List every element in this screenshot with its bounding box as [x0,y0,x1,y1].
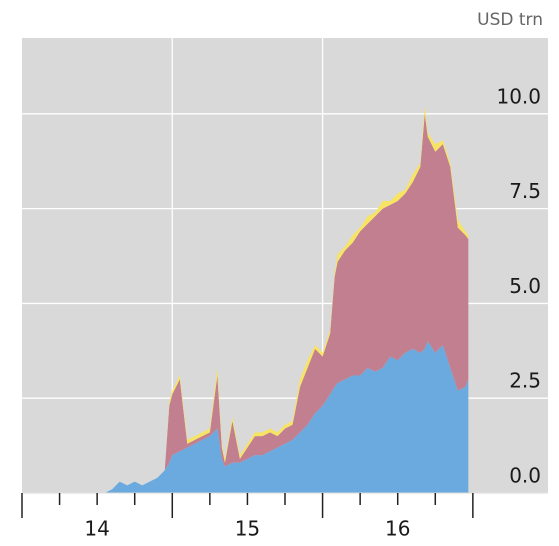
x-tick-label: 15 [235,517,260,541]
y-tick-label: 0.0 [509,464,541,488]
y-tick-label: 10.0 [496,84,541,108]
area [104,106,469,493]
area [104,341,469,493]
y-tick-label: 7.5 [509,179,541,203]
y-tick-label: 2.5 [509,369,541,393]
y-tick-label: 5.0 [509,274,541,298]
x-tick-label: 14 [84,517,109,541]
y-axis-unit: USD trn [477,10,543,30]
x-tick-label: 16 [385,517,410,541]
area [104,113,469,493]
